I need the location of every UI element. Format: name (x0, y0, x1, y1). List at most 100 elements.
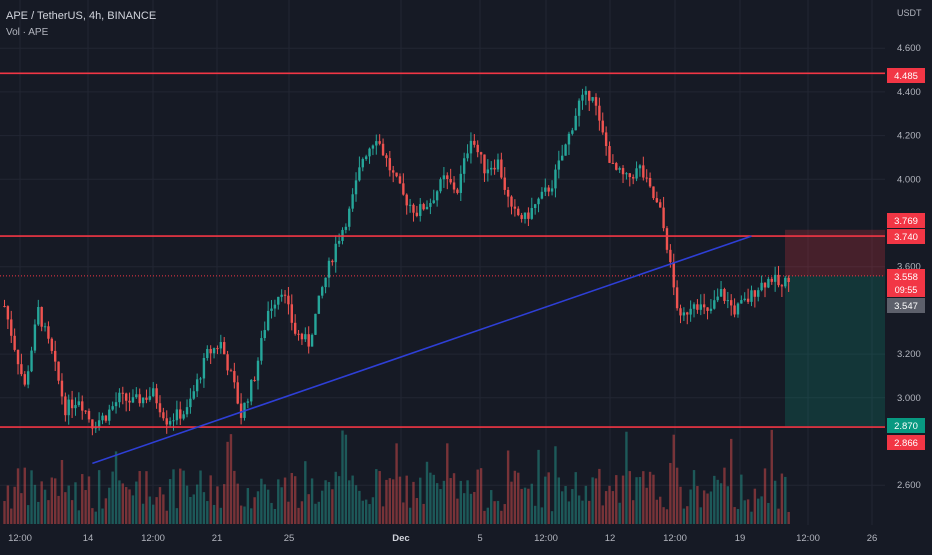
volume-bar (574, 472, 577, 524)
volume-bar (250, 508, 253, 524)
volume-bar (419, 477, 422, 524)
trendline[interactable] (92, 235, 752, 465)
candle-body (652, 186, 655, 199)
volume-bar (432, 474, 435, 524)
candle-body (540, 191, 544, 199)
candle-body (273, 304, 277, 309)
volume-bar (740, 474, 743, 524)
candle-body (223, 342, 226, 355)
candle-body (84, 410, 87, 412)
last-price-badge[interactable]: 3.558 09:55 (887, 269, 925, 297)
volume-bar (283, 477, 287, 524)
time-axis[interactable]: 12:00 14 12:00 21 25 Dec 5 12:00 12 12:0… (8, 533, 877, 544)
volume-bar (452, 473, 456, 524)
volume-bar (179, 468, 182, 524)
volume-bar (679, 486, 682, 524)
candle-body (544, 187, 547, 192)
candle-body (354, 180, 358, 195)
last-price-text: 3.558 (894, 272, 918, 283)
candle-body (638, 165, 642, 169)
candle-body (767, 278, 770, 288)
volume-bar (290, 472, 293, 524)
volume-bar (571, 489, 574, 524)
candle-body (692, 304, 696, 309)
candle-body (479, 152, 483, 155)
candle-body (344, 226, 348, 230)
time-tick: 26 (867, 533, 878, 544)
candle-body (561, 155, 564, 161)
volume-bar (229, 434, 233, 524)
price-axis[interactable]: 4.600 4.400 4.200 4.000 3.600 3.200 3.00… (897, 43, 921, 491)
reward-zone[interactable] (785, 275, 885, 427)
volume-bar (371, 497, 375, 524)
volume-bar (635, 477, 638, 524)
volume-bar (625, 431, 628, 524)
volume-bar (689, 489, 692, 524)
risk-zone[interactable] (785, 229, 885, 276)
volume-bar (750, 511, 753, 524)
volume-bar (206, 501, 209, 524)
candle-body (517, 208, 520, 216)
candle-body (304, 334, 307, 340)
support-badge[interactable]: 2.866 (887, 435, 925, 450)
volume-bar (719, 483, 723, 524)
candle-body (439, 179, 442, 192)
candle-body (3, 306, 6, 308)
crosshair-badge[interactable]: 3.547 (887, 298, 925, 313)
price-tick: 3.000 (897, 393, 921, 404)
candle-body (60, 380, 64, 397)
level-badge-mid[interactable]: 3.740 (887, 229, 925, 244)
volume-bar (54, 478, 57, 524)
volume-bar (375, 469, 378, 524)
candle-body (736, 303, 740, 315)
candle-body (405, 194, 408, 206)
volume-bar (368, 504, 371, 524)
volume-bar (398, 476, 402, 524)
candle-body (361, 159, 364, 168)
volume-bar (533, 505, 537, 524)
volume-bar (57, 495, 60, 524)
candle-body (358, 167, 361, 181)
volume-bar (716, 479, 719, 524)
level-badge-top[interactable]: 4.485 (887, 68, 925, 83)
stop-badge[interactable]: 3.769 (887, 213, 925, 228)
candle-body (412, 204, 415, 213)
target-badge[interactable]: 2.870 (887, 418, 925, 433)
candle-body (615, 163, 618, 170)
volume-bar (43, 489, 47, 524)
volume-bar (172, 469, 175, 524)
candle-body (466, 153, 469, 159)
volume-bar (696, 486, 699, 524)
price-tick: 2.600 (897, 480, 921, 491)
candle-body (746, 298, 750, 302)
candle-body (239, 403, 243, 418)
horizontal-levels[interactable] (0, 72, 885, 428)
time-tick: 14 (83, 533, 94, 544)
volume-bar (608, 485, 611, 524)
volume-bar (395, 443, 398, 524)
candle-body (462, 158, 466, 174)
candle-body (659, 202, 662, 208)
candle-body (81, 401, 84, 411)
candle-body (212, 348, 216, 354)
short-position-tool[interactable] (0, 229, 885, 427)
price-badges[interactable]: 4.485 3.769 3.740 3.558 09:55 3.547 2 (887, 68, 925, 450)
candle-body (665, 228, 669, 250)
volume-bar (195, 484, 199, 524)
candle-body (500, 159, 503, 178)
level-badge-top-text: 4.485 (894, 71, 918, 82)
volume-bar (131, 495, 135, 524)
candle-body (135, 394, 138, 398)
candle-body (331, 260, 334, 263)
candle-body (520, 215, 523, 219)
volume-bar (527, 488, 530, 524)
time-tick: 12:00 (8, 533, 32, 544)
candle-body (469, 140, 473, 154)
volume-bar (540, 507, 544, 524)
price-tick: 3.600 (897, 262, 921, 273)
volume-bar (770, 429, 773, 524)
volume-bar (378, 471, 381, 524)
candle-body (635, 168, 638, 179)
